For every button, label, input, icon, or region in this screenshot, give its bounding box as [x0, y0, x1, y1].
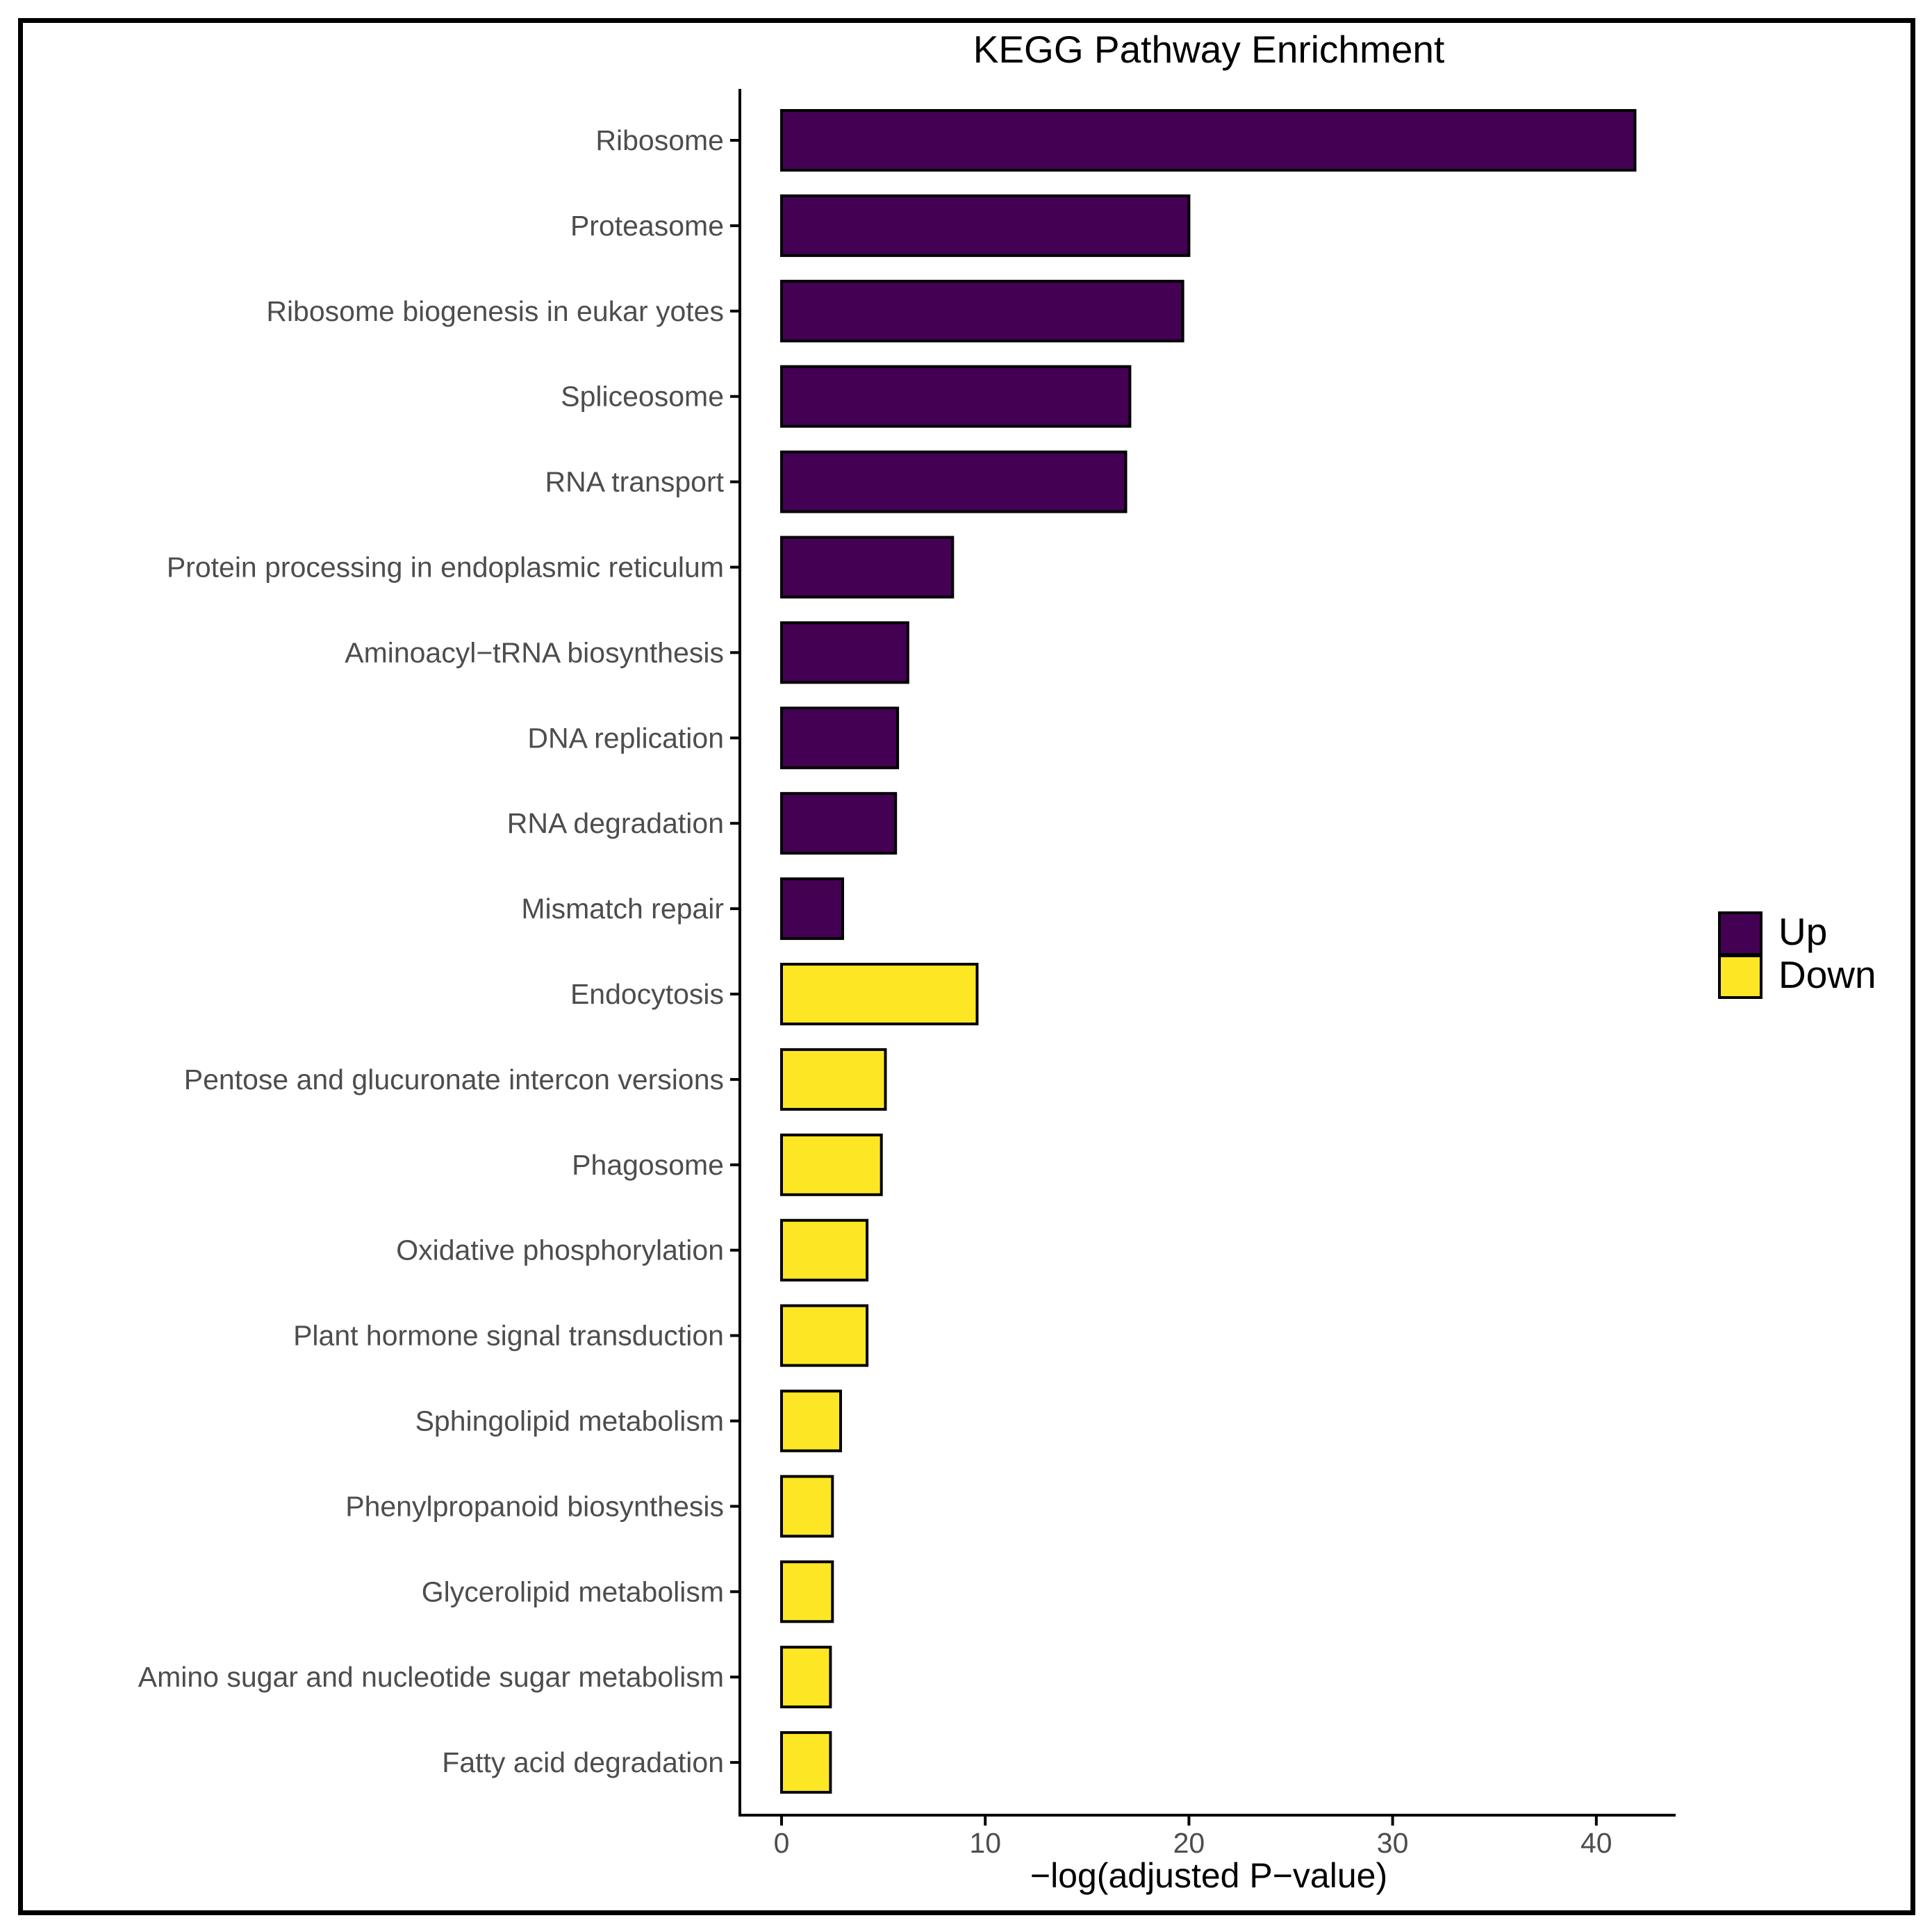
category-label: Protein processing in endoplasmic reticu…	[167, 552, 724, 584]
bar-rna-degradation	[780, 792, 898, 855]
bar-sphingolipid-metabolism	[780, 1389, 842, 1453]
category-label: Phagosome	[572, 1149, 724, 1181]
legend-label-down: Down	[1778, 953, 1876, 996]
bar-ribosome	[780, 109, 1637, 172]
bar-amino-sugar-and-nucleotide-sugar-metabolism	[780, 1646, 832, 1709]
bar-spliceosome	[780, 365, 1132, 428]
category-label: Phenylpropanoid biosynthesis	[345, 1490, 724, 1522]
bar-aminoacyl-trna-biosynthesis	[780, 621, 909, 684]
x-tick-label: 20	[1173, 1827, 1205, 1859]
legend-swatch-down	[1718, 954, 1762, 999]
category-label: Fatty acid degradation	[442, 1746, 724, 1778]
bar-oxidative-phosphorylation	[780, 1218, 869, 1282]
x-tick-label: 0	[774, 1827, 790, 1859]
bar-plant-hormone-signal-transduction	[780, 1304, 869, 1367]
bar-rna-transport	[780, 450, 1128, 513]
category-label: Endocytosis	[570, 978, 724, 1010]
category-label: Oxidative phosphorylation	[396, 1234, 724, 1266]
bar-ribosome-biogenesis-in-eukar-yotes	[780, 279, 1184, 342]
bar-dna-replication	[780, 706, 900, 770]
category-label: Pentose and glucuronate intercon version…	[184, 1064, 724, 1095]
bar-pentose-and-glucuronate-intercon-versions	[780, 1048, 887, 1111]
category-label: RNA transport	[545, 466, 725, 498]
category-label: Spliceosome	[561, 381, 724, 413]
category-label: DNA replication	[527, 722, 724, 754]
category-label: Ribosome	[595, 124, 724, 156]
bar-mismatch-repair	[780, 877, 844, 941]
x-tick-label: 40	[1580, 1827, 1612, 1859]
bar-fatty-acid-degradation	[780, 1731, 832, 1794]
legend-swatch-up	[1718, 911, 1762, 956]
bars-layer	[780, 109, 1637, 1794]
category-label: Proteasome	[570, 210, 724, 242]
bar-glycerolipid-metabolism	[780, 1560, 834, 1623]
category-label: Amino sugar and nucleotide sugar metabol…	[138, 1661, 724, 1693]
category-labels: Ribosome Proteasome Ribosome biogenesis in…	[138, 124, 725, 1778]
category-label: Plant hormone signal transduction	[293, 1320, 724, 1352]
x-axis-title: −log(adjusted P−value)	[1030, 1856, 1387, 1895]
chart-title: KEGG Pathway Enrichment	[973, 28, 1445, 71]
bar-phagosome	[780, 1133, 883, 1196]
category-label: Glycerolipid metabolism	[422, 1575, 724, 1607]
category-label: Mismatch repair	[521, 893, 724, 925]
bar-endocytosis	[780, 963, 979, 1025]
x-axis-ticks: 0 10 20 30 40	[774, 1815, 1612, 1859]
bar-proteasome	[780, 194, 1191, 257]
category-label: Ribosome biogenesis in eukar yotes	[266, 295, 724, 327]
x-tick-label: 30	[1377, 1827, 1409, 1859]
axes	[730, 89, 1676, 1817]
bar-protein-processing-in-endoplasmic-reticulum	[780, 536, 955, 599]
category-label: Aminoacyl−tRNA biosynthesis	[345, 636, 724, 668]
category-label: RNA degradation	[507, 807, 724, 839]
legend-label-up: Up	[1778, 910, 1827, 953]
x-tick-label: 10	[969, 1827, 1001, 1859]
bar-phenylpropanoid-biosynthesis	[780, 1475, 834, 1538]
category-label: Sphingolipid metabolism	[415, 1405, 724, 1437]
